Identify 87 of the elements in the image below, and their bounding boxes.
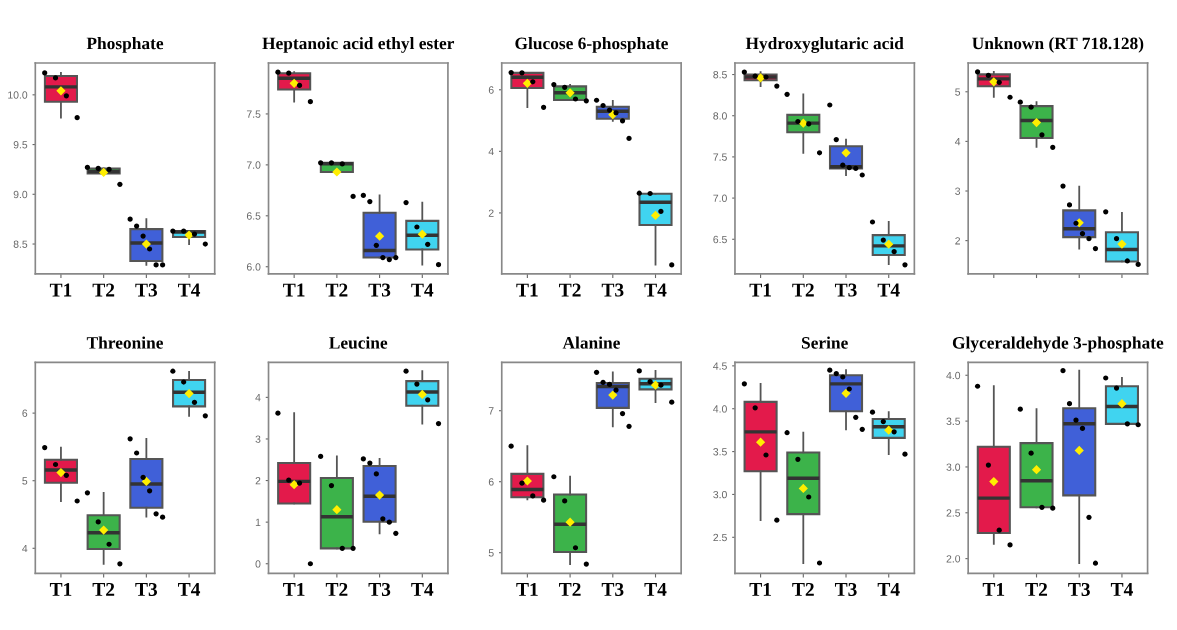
- y-tick-label: 0: [255, 560, 261, 568]
- x-tick-label: T4: [1110, 583, 1133, 596]
- chart-title: Heptanoic acid ethyl ester: [262, 37, 455, 53]
- y-tick-label: 6.0: [246, 263, 261, 271]
- y-tick-label: 4.0: [946, 371, 961, 380]
- chart-title: Phosphate: [86, 37, 164, 53]
- x-tick-label: T3: [135, 283, 158, 297]
- y-tick-label: 7.5: [246, 110, 261, 118]
- y-tick-label: 4: [954, 138, 961, 146]
- y-tick-label: 3.5: [946, 417, 961, 425]
- y-tick-label: 2: [488, 209, 494, 217]
- y-tick-label: 5: [955, 88, 961, 96]
- y-tick-label: 2.0: [946, 555, 961, 563]
- x-tick-label: T4: [877, 583, 900, 596]
- y-tick-label: 8.5: [713, 71, 727, 79]
- y-tick-label: 7.0: [246, 161, 261, 169]
- x-tick-label: T1: [49, 582, 72, 596]
- y-tick-label: 4.0: [713, 405, 727, 413]
- y-tick-label: 2: [255, 477, 261, 485]
- y-tick-label: 4: [255, 393, 261, 402]
- y-tick-label: 6: [22, 409, 28, 417]
- x-tick-label: T2: [792, 582, 814, 596]
- y-tick-label: 2.5: [713, 533, 727, 542]
- y-tick-label: 3.0: [713, 490, 727, 499]
- chart-title: Glyceraldehyde 3-phosphate: [952, 336, 1164, 353]
- x-tick-label: T2: [92, 283, 115, 297]
- y-tick-label: 8.5: [13, 240, 28, 248]
- y-tick-label: 3.5: [713, 448, 727, 456]
- x-tick-label: T3: [368, 582, 391, 597]
- y-tick-label: 5: [22, 477, 28, 485]
- y-tick-label: 3.0: [946, 463, 961, 471]
- x-tick-label: T1: [516, 582, 538, 596]
- y-tick-label: 9.0: [13, 190, 28, 199]
- x-tick-label: T4: [644, 283, 667, 297]
- y-tick-label: 4.5: [713, 362, 727, 370]
- y-tick-label: 10.0: [8, 91, 28, 99]
- x-tick-label: T1: [516, 283, 538, 297]
- y-tick-label: 7: [488, 407, 494, 415]
- chart-title: Leucine: [329, 336, 388, 349]
- chart-title: Alanine: [562, 336, 620, 349]
- x-tick-label: T3: [834, 582, 857, 597]
- x-tick-label: T1: [49, 283, 72, 297]
- x-tick-label: T2: [325, 582, 348, 596]
- x-tick-label: T2: [559, 582, 581, 596]
- y-tick-label: 6: [488, 86, 494, 94]
- x-tick-label: T4: [411, 283, 434, 297]
- y-tick-label: 3: [255, 435, 261, 443]
- x-tick-label: T2: [792, 283, 814, 297]
- chart-title: Threonine: [86, 336, 163, 349]
- y-tick-label: 4: [22, 544, 28, 553]
- chart-title: Serine: [801, 336, 848, 349]
- chart-title: Glucose 6-phosphate: [515, 37, 668, 53]
- x-tick-label: T2: [325, 283, 348, 297]
- y-tick-label: 8.0: [713, 112, 727, 120]
- x-tick-label: T2: [92, 582, 115, 596]
- chart-title: Hydroxyglutaric acid: [745, 37, 904, 53]
- y-tick-label: 9.5: [13, 141, 28, 149]
- chart-title: Unknown (RT 718.128): [972, 37, 1144, 53]
- y-tick-label: 1: [255, 518, 261, 526]
- x-tick-label: T3: [601, 582, 624, 597]
- x-tick-label: T3: [1068, 582, 1090, 597]
- x-tick-label: T4: [178, 283, 201, 297]
- y-tick-label: 6: [488, 478, 494, 486]
- x-tick-label: T4: [877, 283, 900, 297]
- y-tick-label: 5: [488, 549, 494, 557]
- y-tick-label: 3: [955, 187, 961, 195]
- x-tick-label: T3: [601, 283, 624, 297]
- x-tick-label: T4: [178, 583, 201, 596]
- x-tick-label: T1: [749, 283, 771, 297]
- y-tick-label: 7.0: [713, 194, 727, 202]
- y-tick-label: 2.5: [946, 509, 961, 517]
- x-tick-label: T1: [283, 582, 305, 596]
- x-tick-label: T1: [283, 283, 305, 297]
- x-tick-label: T3: [368, 283, 391, 297]
- x-tick-label: T1: [982, 582, 1005, 596]
- y-tick-label: 4: [488, 147, 494, 156]
- x-tick-label: T3: [135, 582, 158, 597]
- y-tick-label: 6.5: [246, 212, 261, 220]
- x-tick-label: T2: [1025, 582, 1048, 596]
- x-tick-label: T2: [559, 283, 581, 297]
- x-tick-label: T3: [834, 283, 857, 297]
- x-tick-label: T1: [749, 582, 771, 596]
- x-tick-label: T4: [644, 583, 667, 596]
- x-tick-label: T4: [411, 583, 434, 596]
- y-tick-label: 7.5: [713, 153, 727, 161]
- y-tick-label: 6.5: [713, 235, 727, 244]
- y-tick-label: 2: [955, 237, 961, 245]
